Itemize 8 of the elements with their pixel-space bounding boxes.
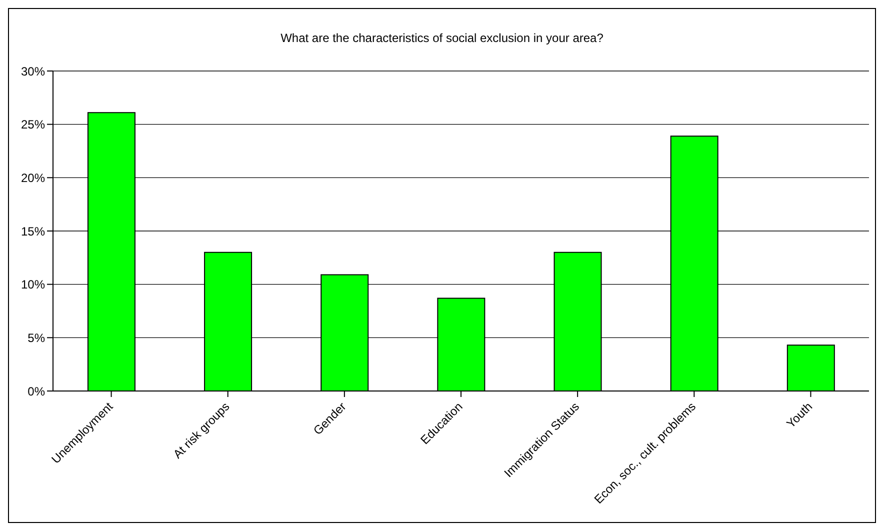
y-tick-label: 10% — [20, 278, 46, 292]
y-tick-label: 5% — [28, 330, 46, 345]
y-tick-label: 20% — [20, 170, 46, 185]
y-tick-label: 30% — [20, 64, 46, 78]
y-tick-label: 25% — [20, 118, 46, 132]
y-tick-label: 0% — [28, 384, 46, 398]
y-tick-label: 15% — [20, 224, 46, 238]
chart-title: What are the characteristics of social exclusion in your area? — [280, 30, 604, 47]
